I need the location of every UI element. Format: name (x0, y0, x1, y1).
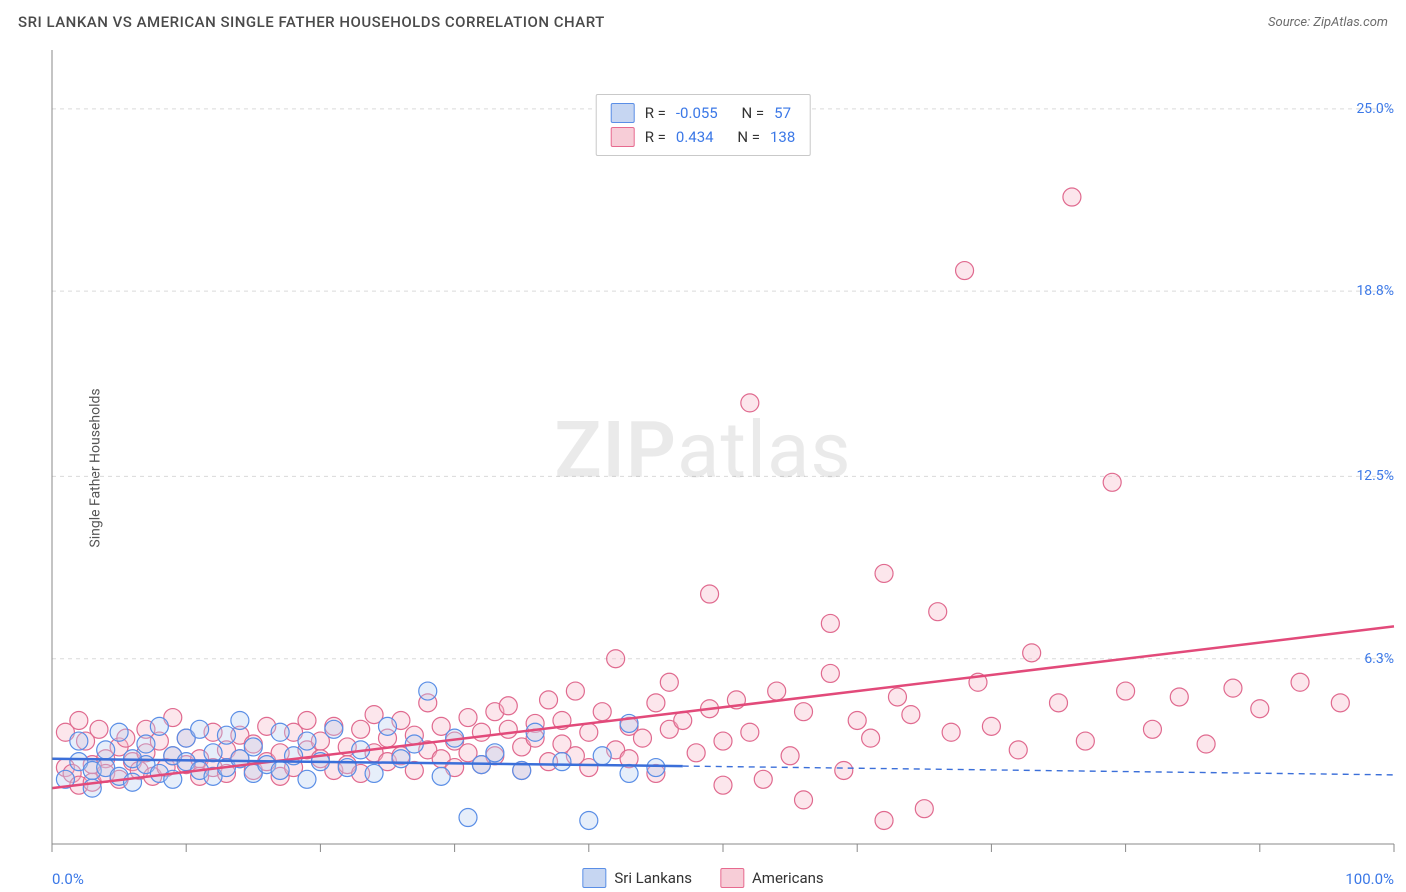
y-tick-label: 18.8% (1356, 283, 1394, 299)
series-legend: Sri Lankans Americans (582, 868, 823, 888)
correlation-row-2: R = 0.434 N = 138 (611, 125, 796, 149)
chart-source: Source: ZipAtlas.com (1268, 15, 1388, 30)
chart-title: SRI LANKAN VS AMERICAN SINGLE FATHER HOU… (18, 13, 605, 31)
swatch-pink (611, 127, 635, 147)
legend-item-americans: Americans (720, 868, 824, 888)
correlation-row-1: R = -0.055 N = 57 (611, 101, 796, 125)
correlation-legend: R = -0.055 N = 57 R = 0.434 N = 138 (596, 94, 811, 156)
y-tick-label: 25.0% (1356, 101, 1394, 117)
x-axis-min: 0.0% (52, 870, 84, 888)
y-tick-label: 6.3% (1364, 651, 1394, 667)
chart-header: SRI LANKAN VS AMERICAN SINGLE FATHER HOU… (0, 0, 1406, 44)
x-axis-max: 100.0% (1345, 870, 1394, 888)
plot-area: Single Father Households ZIPatlas R = -0… (0, 44, 1406, 892)
swatch-blue (582, 868, 606, 888)
legend-item-sri-lankans: Sri Lankans (582, 868, 692, 888)
swatch-blue (611, 103, 635, 123)
y-tick-label: 12.5% (1356, 468, 1394, 484)
scatter-chart (0, 44, 1406, 892)
swatch-pink (720, 868, 744, 888)
